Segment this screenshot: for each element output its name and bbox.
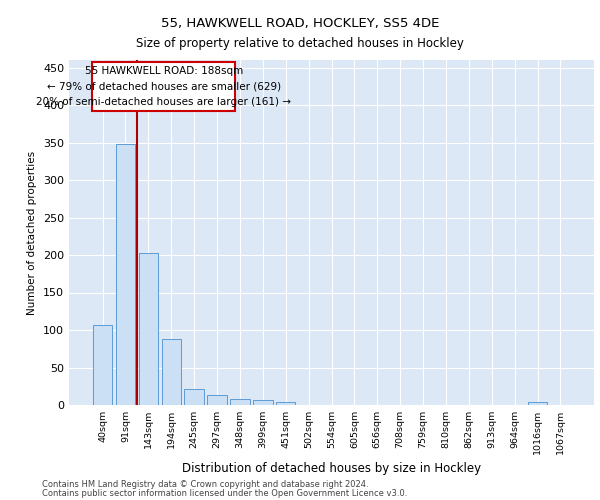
Text: 55 HAWKWELL ROAD: 188sqm: 55 HAWKWELL ROAD: 188sqm bbox=[85, 66, 243, 76]
Bar bbox=[116, 144, 135, 405]
Bar bbox=[184, 388, 204, 405]
Text: Contains HM Land Registry data © Crown copyright and database right 2024.: Contains HM Land Registry data © Crown c… bbox=[42, 480, 368, 489]
Text: ← 79% of detached houses are smaller (629): ← 79% of detached houses are smaller (62… bbox=[47, 82, 281, 92]
FancyBboxPatch shape bbox=[92, 62, 235, 111]
Text: 20% of semi-detached houses are larger (161) →: 20% of semi-detached houses are larger (… bbox=[37, 97, 292, 107]
Bar bbox=[139, 253, 158, 405]
Y-axis label: Number of detached properties: Number of detached properties bbox=[28, 150, 37, 314]
Text: Contains public sector information licensed under the Open Government Licence v3: Contains public sector information licen… bbox=[42, 488, 407, 498]
X-axis label: Distribution of detached houses by size in Hockley: Distribution of detached houses by size … bbox=[182, 462, 481, 475]
Bar bbox=[276, 402, 295, 405]
Bar bbox=[161, 339, 181, 405]
Text: 55, HAWKWELL ROAD, HOCKLEY, SS5 4DE: 55, HAWKWELL ROAD, HOCKLEY, SS5 4DE bbox=[161, 18, 439, 30]
Bar bbox=[93, 325, 112, 405]
Text: Size of property relative to detached houses in Hockley: Size of property relative to detached ho… bbox=[136, 38, 464, 51]
Bar bbox=[528, 402, 547, 405]
Bar bbox=[253, 400, 272, 405]
Bar bbox=[230, 399, 250, 405]
Bar bbox=[208, 395, 227, 405]
